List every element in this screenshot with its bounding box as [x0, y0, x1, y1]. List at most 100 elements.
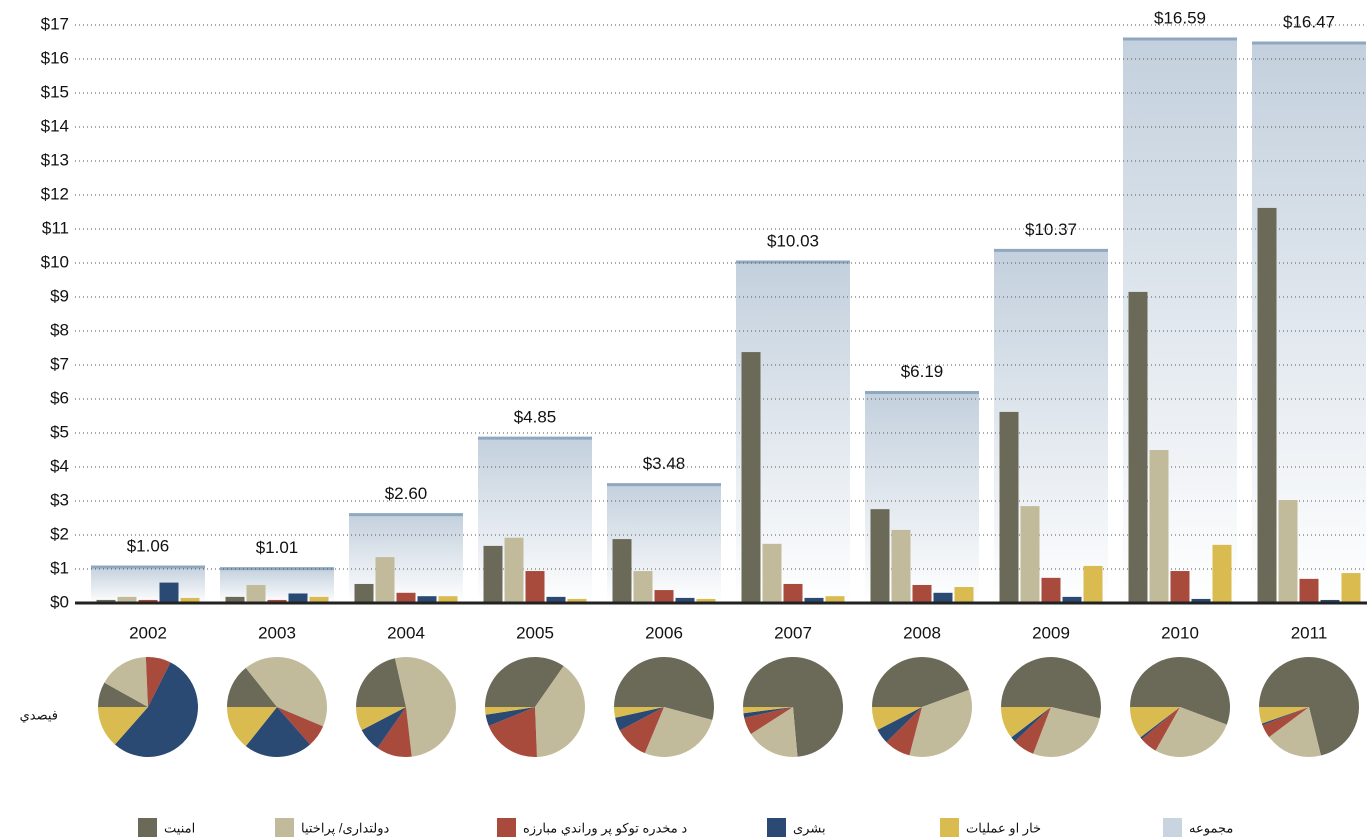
pie-slice	[750, 707, 798, 757]
legend-swatch	[138, 818, 157, 837]
bar	[654, 590, 674, 603]
bar	[546, 596, 566, 603]
bar	[180, 597, 200, 603]
bar	[117, 596, 137, 603]
bar	[612, 539, 632, 603]
pie-slice	[1011, 707, 1051, 742]
legend-swatch	[767, 818, 786, 837]
total-label: $6.19	[901, 362, 944, 381]
y-tick-label: $4	[50, 456, 69, 475]
legend-swatch	[1163, 818, 1182, 837]
y-tick-label: $0	[50, 592, 69, 611]
pie-slice	[614, 707, 664, 718]
pie-slice	[644, 707, 713, 757]
pie-slice	[98, 707, 148, 745]
pie-slice	[535, 666, 585, 757]
pie-slice	[1140, 707, 1180, 740]
x-tick-label: 2004	[387, 623, 425, 642]
total-label: $16.47	[1283, 13, 1335, 32]
bar	[675, 597, 695, 603]
pie-slice	[245, 657, 328, 727]
pie-slice	[886, 707, 922, 756]
pie-slice	[615, 707, 664, 731]
bar	[1191, 598, 1211, 603]
pie-slice	[485, 707, 535, 715]
y-tick-label: $3	[50, 490, 69, 509]
pie-slice	[245, 707, 311, 757]
bar	[1041, 577, 1061, 603]
bar	[396, 592, 416, 603]
legend-label: امنیت	[164, 820, 195, 835]
legend-label: مجموعه	[1189, 820, 1233, 836]
pie-slice	[1259, 707, 1309, 724]
bar	[1299, 578, 1319, 603]
bar	[138, 599, 158, 603]
pie-slice	[485, 707, 535, 726]
legend-swatch	[497, 818, 516, 837]
total-label: $1.01	[256, 538, 299, 557]
bar	[1320, 599, 1340, 603]
legend-swatch	[940, 818, 959, 837]
pie-slice	[1258, 656, 1359, 756]
bar	[288, 593, 308, 603]
bar	[225, 596, 245, 603]
x-tick-label: 2002	[129, 623, 167, 642]
x-tick-label: 2007	[774, 623, 812, 642]
bar	[483, 545, 503, 603]
y-tick-label: $16	[41, 48, 69, 67]
total-label: $10.03	[767, 231, 819, 250]
bar	[246, 584, 266, 603]
y-tick-label: $7	[50, 354, 69, 373]
pie-slice	[1001, 656, 1101, 719]
pie-slice	[743, 656, 843, 757]
total-bar	[91, 566, 205, 603]
bar	[159, 582, 179, 603]
pie-slice	[909, 689, 972, 757]
total-label: $2.60	[385, 484, 428, 503]
bar	[309, 596, 329, 603]
pie-slice	[1261, 707, 1309, 726]
pie-slice	[877, 707, 922, 743]
y-tick-label: $5	[50, 422, 69, 441]
pie-slice	[145, 657, 171, 707]
pie-slice	[743, 707, 793, 718]
bar	[954, 587, 974, 603]
bar	[567, 598, 587, 603]
pie-slice	[1269, 707, 1321, 757]
total-label: $16.59	[1154, 8, 1206, 27]
total-label: $3.48	[643, 454, 686, 473]
y-tick-label: $12	[41, 184, 69, 203]
y-tick-label: $2	[50, 524, 69, 543]
bar	[267, 599, 287, 603]
bar	[741, 352, 761, 603]
pie-slice	[744, 707, 793, 734]
pie-slice	[485, 657, 564, 707]
bar	[783, 583, 803, 603]
pie-slice	[98, 682, 148, 707]
bar	[417, 596, 437, 603]
pie-slice	[872, 707, 922, 730]
bar	[1278, 499, 1298, 603]
pie-slice	[1014, 707, 1051, 754]
pie-slice	[277, 707, 324, 745]
x-tick-label: 2009	[1032, 623, 1070, 642]
bar	[375, 557, 395, 603]
pie-slice	[1262, 707, 1309, 738]
total-label: $4.85	[514, 408, 557, 427]
total-label: $1.06	[127, 536, 170, 555]
pie-slice	[488, 707, 537, 758]
bar	[1170, 571, 1190, 603]
pie-slice	[104, 657, 148, 707]
y-tick-label: $10	[41, 252, 69, 271]
bar	[933, 592, 953, 603]
bar	[891, 529, 911, 603]
bar	[1083, 565, 1103, 603]
y-tick-label: $1	[50, 558, 69, 577]
bar	[1020, 506, 1040, 603]
legend-swatch	[275, 818, 294, 837]
y-tick-label: $15	[41, 82, 69, 101]
x-tick-label: 2008	[903, 623, 941, 642]
x-tick-label: 2005	[516, 623, 554, 642]
pie-slice	[356, 707, 406, 731]
bar	[999, 411, 1019, 603]
